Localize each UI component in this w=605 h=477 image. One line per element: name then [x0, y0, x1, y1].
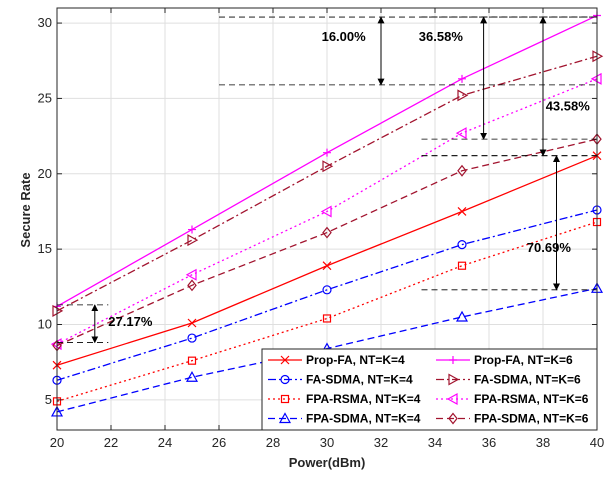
x-tick-label: 20 — [50, 435, 64, 450]
x-tick-label: 32 — [374, 435, 388, 450]
data-point — [185, 268, 197, 281]
data-point — [457, 164, 467, 177]
legend-entry: FPA-RSMA, NT=K=4 — [268, 392, 421, 406]
legend-label: FPA-RSMA, NT=K=4 — [306, 392, 421, 406]
series-0 — [52, 151, 602, 370]
x-tick-label: 24 — [158, 435, 172, 450]
annotation-label: 27.17% — [108, 314, 153, 329]
legend-label: FPA-RSMA, NT=K=6 — [474, 392, 589, 406]
x-tick-label: 34 — [428, 435, 442, 450]
y-tick-label: 5 — [45, 392, 52, 407]
data-point — [322, 261, 332, 271]
data-point — [457, 261, 467, 270]
data-point — [322, 226, 332, 239]
x-tick-label: 30 — [320, 435, 334, 450]
series-line — [56, 209, 598, 381]
data-point — [455, 127, 467, 140]
legend-entry: FPA-SDMA, NT=K=4 — [268, 412, 421, 426]
y-tick-label: 10 — [38, 317, 52, 332]
data-point — [457, 240, 467, 250]
legend-marker — [280, 394, 290, 404]
legend-label: FPA-SDMA, NT=K=6 — [474, 412, 589, 426]
y-tick-label: 30 — [38, 15, 52, 30]
data-point — [457, 207, 467, 216]
legend-entry: FA-SDMA, NT=K=6 — [436, 373, 581, 387]
annotation-0: 16.00% — [219, 16, 597, 86]
legend-entry: Prop-FA, NT=K=4 — [268, 353, 405, 367]
x-tick-label: 26 — [212, 435, 226, 450]
annotation-2: 43.58% — [421, 16, 597, 157]
legend-label: Prop-FA, NT=K=6 — [474, 353, 573, 367]
legend-entry: FPA-SDMA, NT=K=6 — [436, 412, 589, 426]
data-point — [187, 356, 197, 365]
data-point — [320, 205, 332, 218]
data-point — [322, 314, 332, 323]
legend-marker — [449, 356, 457, 364]
legend-entry: FPA-RSMA, NT=K=6 — [436, 392, 589, 406]
legend-box — [261, 348, 598, 431]
x-tick-label: 40 — [590, 435, 604, 450]
series-line — [56, 55, 598, 312]
data-point — [187, 279, 197, 292]
tick-labels: 20 22 24 26 28 30 32 34 36 38 40 5 10 15 20 25 30 — [38, 15, 605, 450]
legend-label: FA-SDMA, NT=K=4 — [306, 373, 413, 387]
annotation-label: 36.58% — [419, 29, 464, 44]
annotation-layer: 16.00% 36.58% 43.58% 70.69% 27.17% — [57, 16, 597, 344]
annotation-4: 27.17% — [57, 304, 153, 344]
data-point — [187, 333, 197, 343]
legend-marker — [448, 373, 460, 386]
data-point — [458, 74, 466, 83]
series-line — [56, 78, 598, 345]
legend-label: FA-SDMA, NT=K=6 — [474, 373, 581, 387]
legend-entry: FA-SDMA, NT=K=4 — [268, 373, 413, 387]
annotation-label: 43.58% — [546, 98, 591, 113]
annotation-label: 70.69% — [527, 240, 572, 255]
annotation-label: 16.00% — [322, 29, 367, 44]
data-point — [322, 160, 334, 173]
data-point — [457, 89, 469, 102]
x-tick-label: 28 — [266, 435, 280, 450]
legend-label: Prop-FA, NT=K=4 — [306, 353, 405, 367]
legend-entry: Prop-FA, NT=K=6 — [436, 353, 573, 367]
y-axis-title: Secure Rate — [18, 172, 33, 247]
data-point — [187, 318, 197, 328]
x-tick-label: 36 — [482, 435, 496, 450]
data-point — [185, 371, 199, 382]
y-tick-label: 20 — [38, 166, 52, 181]
data-point — [455, 310, 469, 322]
x-axis-title: Power(dBm) — [289, 455, 366, 470]
legend-marker — [446, 392, 458, 406]
data-point — [323, 148, 331, 157]
y-tick-label: 25 — [38, 90, 52, 105]
legend: Prop-FA, NT=K=4 Prop-FA, NT=K=6 FA-SDMA, N… — [261, 348, 598, 431]
data-point — [187, 234, 199, 247]
legend-marker — [280, 355, 290, 365]
data-point — [188, 225, 196, 234]
x-tick-label: 22 — [104, 435, 118, 450]
legend-marker — [278, 412, 292, 424]
y-tick-label: 15 — [38, 241, 52, 256]
annotation-3: 70.69% — [421, 154, 597, 291]
legend-label: FPA-SDMA, NT=K=4 — [306, 412, 421, 426]
annotation-1: 36.58% — [419, 16, 597, 140]
x-tick-label: 38 — [536, 435, 550, 450]
series-line — [56, 138, 598, 347]
legend-marker — [448, 412, 458, 425]
legend-marker — [280, 374, 290, 385]
data-point — [322, 285, 332, 295]
